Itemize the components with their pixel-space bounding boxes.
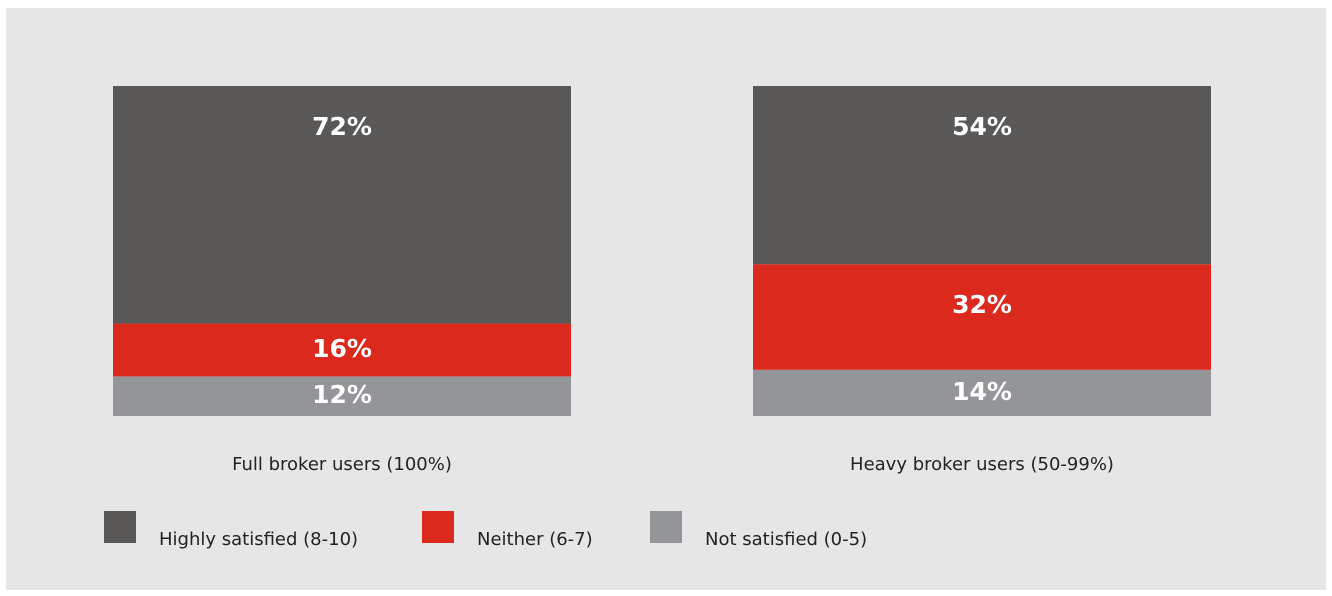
bar-segment [113, 323, 571, 377]
bar-segment [753, 86, 1211, 265]
legend-label: Not satisfied (0-5) [705, 529, 867, 550]
value-label: 16% [312, 334, 372, 363]
legend-label: Highly satisfied (8-10) [159, 529, 358, 550]
legend-swatch [422, 511, 454, 543]
value-label: 54% [952, 112, 1012, 141]
value-label: 14% [952, 377, 1012, 406]
category-label: Full broker users (100%) [232, 454, 452, 475]
bar-segment [113, 86, 571, 324]
bar-segment [113, 376, 571, 416]
legend-label: Neither (6-7) [477, 529, 593, 550]
value-label: 12% [312, 380, 372, 409]
value-label: 32% [952, 290, 1012, 319]
legend-swatch [104, 511, 136, 543]
category-label: Heavy broker users (50-99%) [850, 454, 1114, 475]
value-label: 72% [312, 112, 372, 141]
legend-swatch [650, 511, 682, 543]
bar-segment [753, 264, 1211, 370]
bar-segment [753, 369, 1211, 416]
